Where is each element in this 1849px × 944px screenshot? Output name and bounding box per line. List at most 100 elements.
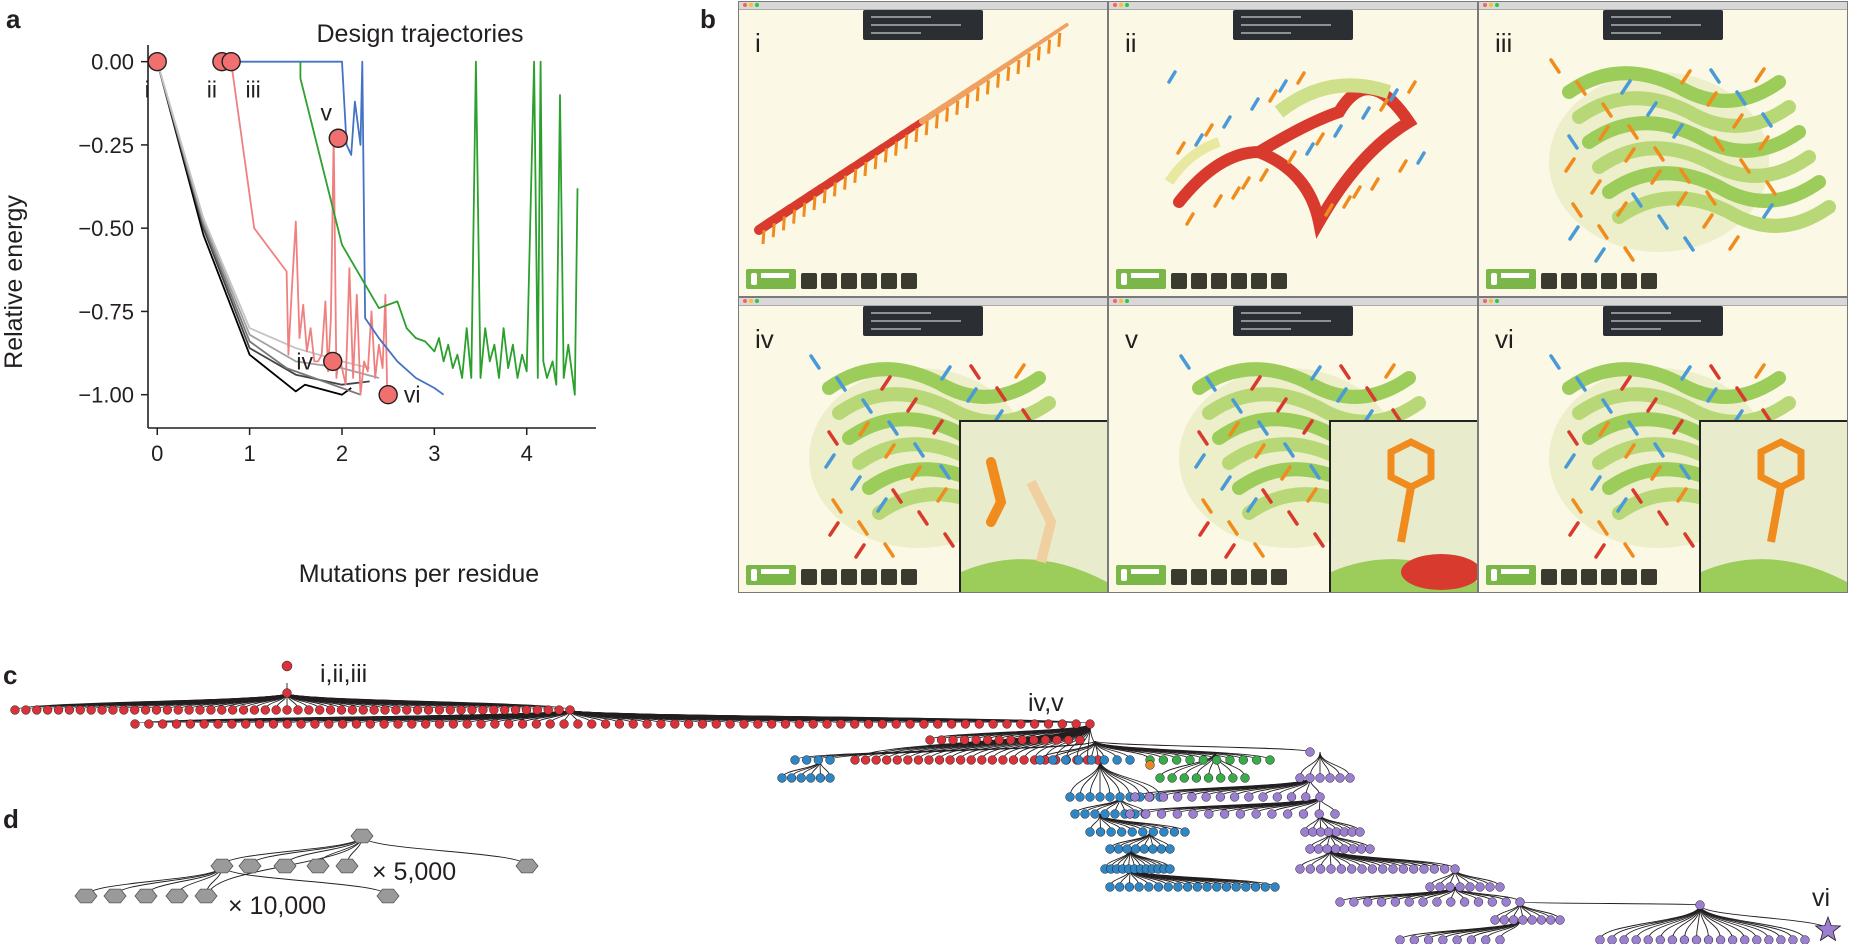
- zoom-inset: [1329, 420, 1477, 592]
- tool-button[interactable]: [1211, 273, 1227, 289]
- tree-node: [1105, 792, 1115, 802]
- tool-button[interactable]: [821, 273, 837, 289]
- tree-node: [1153, 882, 1164, 892]
- window-numeral: v: [1125, 324, 1138, 354]
- tool-button[interactable]: [1561, 569, 1577, 585]
- tree-node: [725, 719, 735, 729]
- tree-node: [925, 735, 935, 745]
- tool-button[interactable]: [1561, 273, 1577, 289]
- tree-node: [545, 719, 555, 729]
- tree-node: [1029, 719, 1040, 729]
- window-control-dot[interactable]: [743, 3, 747, 7]
- tree-node: [1017, 735, 1027, 745]
- window-control-dot[interactable]: [743, 299, 747, 303]
- viewer-window-ii: ii: [1108, 1, 1478, 297]
- tree-node: [1238, 755, 1248, 765]
- window-control-dot[interactable]: [1483, 3, 1487, 7]
- tree-node: [573, 719, 583, 729]
- tree-node: [380, 705, 390, 715]
- tool-button[interactable]: [881, 569, 897, 585]
- tree-node: [1347, 864, 1357, 874]
- tree-node: [1086, 755, 1097, 765]
- tree-node: [1308, 827, 1318, 837]
- tool-button[interactable]: [1641, 569, 1657, 585]
- chart-y-label: Relative energy: [0, 195, 28, 369]
- tool-button[interactable]: [1251, 273, 1267, 289]
- tool-bar: [1541, 273, 1657, 289]
- tool-button[interactable]: [1601, 569, 1617, 585]
- tool-button[interactable]: [1621, 569, 1637, 585]
- tool-button[interactable]: [1271, 273, 1287, 289]
- tool-button[interactable]: [1581, 569, 1597, 585]
- tool-button[interactable]: [821, 569, 837, 585]
- tool-button[interactable]: [861, 569, 877, 585]
- tree-node: [521, 705, 532, 715]
- window-control-dot[interactable]: [1495, 299, 1499, 303]
- tool-button[interactable]: [1251, 569, 1267, 585]
- window-control-dot[interactable]: [1113, 299, 1117, 303]
- tool-button[interactable]: [801, 273, 817, 289]
- window-control-dot[interactable]: [1483, 299, 1487, 303]
- tree-node: [850, 719, 860, 729]
- tool-button[interactable]: [861, 273, 877, 289]
- tool-button[interactable]: [1171, 273, 1187, 289]
- window-control-dot[interactable]: [1125, 299, 1129, 303]
- window-control-dot[interactable]: [1489, 299, 1493, 303]
- window-control-dot[interactable]: [1495, 3, 1499, 7]
- tree-node: [304, 705, 314, 715]
- tree-node: [249, 705, 260, 715]
- window-control-dot[interactable]: [1113, 3, 1117, 7]
- tree-node: [1305, 844, 1315, 854]
- tree-node: [1048, 755, 1058, 765]
- tool-button[interactable]: [1601, 273, 1617, 289]
- tree-node: [1267, 809, 1277, 819]
- tool-button[interactable]: [1191, 273, 1207, 289]
- tree-node: [351, 719, 362, 729]
- tool-button[interactable]: [1191, 569, 1207, 585]
- marker-label-v: v: [321, 99, 333, 125]
- score-panel: [863, 306, 983, 336]
- tool-button[interactable]: [1541, 569, 1557, 585]
- window-control-dot[interactable]: [755, 299, 759, 303]
- tool-button[interactable]: [1231, 273, 1247, 289]
- tool-button[interactable]: [841, 569, 857, 585]
- tree-node: [974, 719, 984, 729]
- tool-button[interactable]: [1641, 273, 1657, 289]
- window-control-dot[interactable]: [1125, 3, 1129, 7]
- tree-node: [1298, 809, 1309, 819]
- window-control-dot[interactable]: [749, 3, 753, 7]
- tree-node: [1419, 864, 1429, 874]
- tool-button[interactable]: [1581, 273, 1597, 289]
- tool-button[interactable]: [841, 273, 857, 289]
- tool-button[interactable]: [881, 273, 897, 289]
- tool-button[interactable]: [1271, 569, 1287, 585]
- tool-button[interactable]: [1171, 569, 1187, 585]
- tool-button[interactable]: [801, 569, 817, 585]
- window-control-dot[interactable]: [1119, 3, 1123, 7]
- chart-x-label: Mutations per residue: [299, 560, 539, 588]
- tool-button[interactable]: [1211, 569, 1227, 585]
- x-tick-label: 4: [521, 441, 533, 466]
- tool-button[interactable]: [901, 273, 917, 289]
- tree-node: [391, 705, 401, 715]
- tree-node: [1105, 844, 1115, 854]
- tree-node: [565, 705, 575, 715]
- tool-button[interactable]: [1231, 569, 1247, 585]
- window-control-dot[interactable]: [1119, 299, 1123, 303]
- tool-button[interactable]: [901, 569, 917, 585]
- tree-node: [1061, 755, 1071, 765]
- tree-node: [1231, 882, 1241, 892]
- tree-node: [282, 688, 292, 698]
- window-control-dot[interactable]: [1489, 3, 1493, 7]
- tree-node: [42, 705, 53, 715]
- tree-node: [130, 705, 140, 715]
- tree-edge: [1699, 904, 1806, 941]
- tree-edge: [829, 740, 1096, 761]
- window-numeral: iv: [755, 324, 774, 354]
- window-control-dot[interactable]: [749, 299, 753, 303]
- tool-button[interactable]: [1621, 273, 1637, 289]
- tree-node: [1331, 827, 1342, 837]
- window-control-dot[interactable]: [755, 3, 759, 7]
- tool-button[interactable]: [1541, 273, 1557, 289]
